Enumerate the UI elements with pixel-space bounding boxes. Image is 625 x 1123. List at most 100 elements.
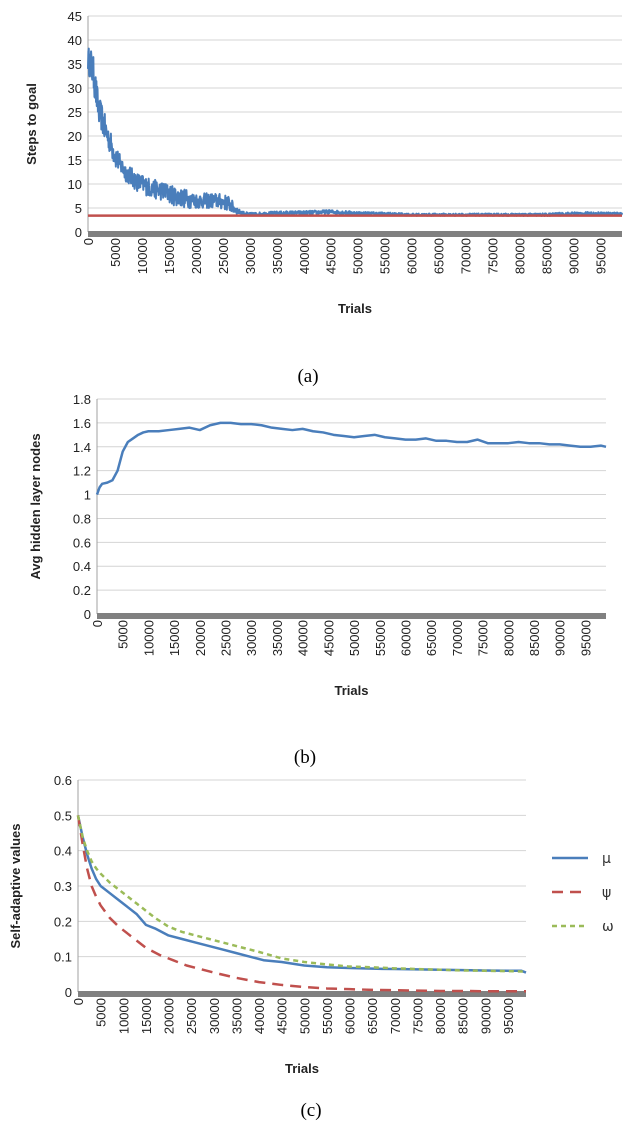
x-tick-label: 75000 bbox=[476, 620, 491, 656]
x-tick-label: 30000 bbox=[243, 238, 258, 274]
x-axis-bar bbox=[88, 231, 622, 237]
x-tick-label: 50000 bbox=[297, 998, 312, 1034]
x-tick-label: 0 bbox=[81, 238, 96, 245]
x-tick-label: 10000 bbox=[135, 238, 150, 274]
y-axis-title: Avg hidden layer nodes bbox=[28, 433, 43, 579]
x-tick-label: 55000 bbox=[373, 620, 388, 656]
y-tick-label: 0 bbox=[84, 607, 91, 622]
x-tick-label: 10000 bbox=[141, 620, 156, 656]
x-tick-label: 30000 bbox=[244, 620, 259, 656]
caption: (c) bbox=[300, 1100, 321, 1121]
x-tick-label: 10000 bbox=[116, 998, 131, 1034]
x-tick-label: 85000 bbox=[456, 998, 471, 1034]
y-tick-label: 0 bbox=[65, 985, 72, 1000]
y-tick-label: 1.6 bbox=[73, 416, 91, 431]
y-tick-label: 25 bbox=[68, 105, 82, 120]
x-tick-label: 35000 bbox=[270, 238, 285, 274]
x-tick-label: 45000 bbox=[321, 620, 336, 656]
x-tick-label: 15000 bbox=[167, 620, 182, 656]
x-axis-title: Trials bbox=[285, 1061, 319, 1076]
y-tick-label: 0 bbox=[75, 225, 82, 240]
x-tick-label: 45000 bbox=[275, 998, 290, 1034]
legend-label: μ bbox=[602, 851, 611, 867]
x-tick-label: 80000 bbox=[433, 998, 448, 1034]
x-tick-label: 35000 bbox=[229, 998, 244, 1034]
y-axis-title: Steps to goal bbox=[24, 83, 39, 165]
x-tick-label: 85000 bbox=[527, 620, 542, 656]
x-tick-label: 5000 bbox=[108, 238, 123, 267]
x-tick-label: 25000 bbox=[219, 620, 234, 656]
x-tick-label: 5000 bbox=[94, 998, 109, 1027]
x-tick-label: 20000 bbox=[162, 998, 177, 1034]
x-tick-label: 80000 bbox=[501, 620, 516, 656]
x-tick-label: 65000 bbox=[365, 998, 380, 1034]
x-tick-label: 70000 bbox=[388, 998, 403, 1034]
x-tick-label: 30000 bbox=[207, 998, 222, 1034]
x-tick-label: 25000 bbox=[216, 238, 231, 274]
y-tick-label: 40 bbox=[68, 33, 82, 48]
x-tick-label: 35000 bbox=[270, 620, 285, 656]
y-tick-label: 0.2 bbox=[73, 583, 91, 598]
y-tick-label: 1.8 bbox=[73, 392, 91, 407]
y-tick-label: 35 bbox=[68, 57, 82, 72]
x-tick-label: 80000 bbox=[513, 238, 528, 274]
x-tick-label: 60000 bbox=[343, 998, 358, 1034]
x-tick-label: 20000 bbox=[193, 620, 208, 656]
x-tick-label: 50000 bbox=[351, 238, 366, 274]
x-tick-label: 55000 bbox=[378, 238, 393, 274]
series-line-μ bbox=[76, 815, 527, 974]
legend-label: ω bbox=[602, 919, 614, 935]
x-tick-label: 0 bbox=[71, 998, 86, 1005]
y-tick-label: 1 bbox=[84, 488, 91, 503]
x-tick-label: 25000 bbox=[184, 998, 199, 1034]
x-tick-label: 40000 bbox=[297, 238, 312, 274]
series-line-ψ bbox=[76, 815, 526, 993]
x-tick-label: 75000 bbox=[486, 238, 501, 274]
legend-label: ψ bbox=[602, 885, 611, 901]
y-tick-label: 0.4 bbox=[73, 559, 91, 574]
series-line-series-0 bbox=[95, 421, 607, 495]
x-tick-label: 90000 bbox=[566, 238, 581, 274]
x-tick-label: 45000 bbox=[324, 238, 339, 274]
chart-c: 0 0.1 0.2 0.3 0.4 0.5 0.6 0 5000 10000 15000 20000 2… bbox=[8, 773, 614, 1121]
x-axis-title: Trials bbox=[338, 301, 372, 316]
x-tick-label: 70000 bbox=[459, 238, 474, 274]
x-tick-label: 95000 bbox=[593, 238, 608, 274]
x-tick-label: 0 bbox=[90, 620, 105, 627]
y-tick-label: 20 bbox=[68, 129, 82, 144]
caption: (a) bbox=[297, 366, 318, 387]
x-tick-label: 40000 bbox=[252, 998, 267, 1034]
caption: (b) bbox=[294, 747, 316, 768]
x-tick-label: 60000 bbox=[398, 620, 413, 656]
y-tick-label: 0.6 bbox=[54, 773, 72, 788]
x-tick-label: 70000 bbox=[450, 620, 465, 656]
x-tick-label: 65000 bbox=[424, 620, 439, 656]
chart-a: 0 5 10 15 20 25 30 35 40 45 0 5000 10000 15000 20000 25… bbox=[24, 9, 623, 387]
x-tick-label: 90000 bbox=[553, 620, 568, 656]
x-tick-label: 15000 bbox=[139, 998, 154, 1034]
x-tick-label: 15000 bbox=[162, 238, 177, 274]
y-tick-label: 0.5 bbox=[54, 808, 72, 823]
x-tick-label: 20000 bbox=[189, 238, 204, 274]
y-tick-label: 30 bbox=[68, 81, 82, 96]
y-tick-label: 1.2 bbox=[73, 464, 91, 479]
series-line-ω bbox=[76, 815, 527, 973]
y-tick-label: 45 bbox=[68, 9, 82, 24]
x-axis-bar bbox=[78, 991, 526, 997]
x-tick-label: 95000 bbox=[578, 620, 593, 656]
y-tick-label: 0.3 bbox=[54, 879, 72, 894]
y-tick-label: 15 bbox=[68, 153, 82, 168]
y-tick-label: 0.2 bbox=[54, 914, 72, 929]
chart-b: 0 0.2 0.4 0.6 0.8 1 1.2 1.4 1.6 1.8 0 5000 10000 1500… bbox=[28, 392, 607, 768]
x-tick-label: 60000 bbox=[405, 238, 420, 274]
series-line-series-0 bbox=[87, 47, 623, 217]
x-tick-label: 65000 bbox=[432, 238, 447, 274]
x-tick-label: 90000 bbox=[478, 998, 493, 1034]
y-tick-label: 0.8 bbox=[73, 511, 91, 526]
y-tick-label: 1.4 bbox=[73, 440, 91, 455]
y-tick-label: 0.6 bbox=[73, 535, 91, 550]
x-axis-bar bbox=[97, 613, 606, 619]
y-tick-label: 0.1 bbox=[54, 950, 72, 965]
y-axis-title: Self-adaptive values bbox=[8, 824, 23, 949]
